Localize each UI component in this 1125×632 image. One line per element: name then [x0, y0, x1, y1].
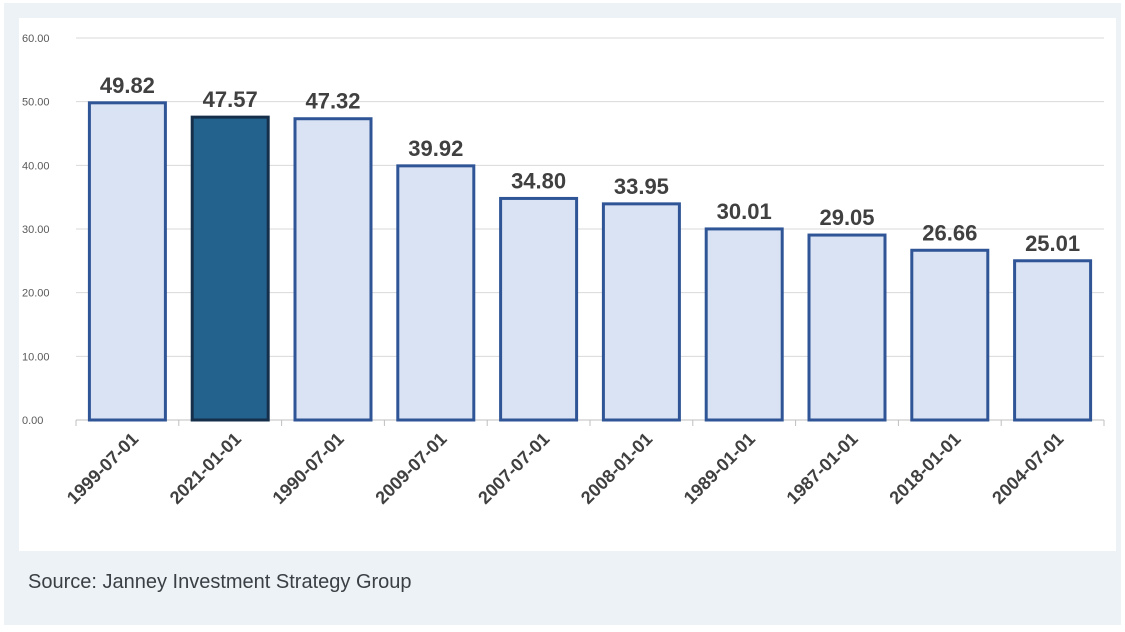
bar — [190, 115, 270, 422]
y-tick-label: 40.00 — [22, 160, 50, 172]
data-label: 30.01 — [717, 199, 772, 224]
data-label: 25.01 — [1025, 231, 1080, 256]
chart-frame: 0.00 10.00 20.00 30.00 40.00 50.00 60.00 49.82 1… — [4, 3, 1121, 625]
bar — [396, 164, 476, 422]
data-label: 29.05 — [819, 205, 874, 230]
bar — [87, 101, 167, 422]
x-category-label: 2008-01-01 — [577, 429, 656, 508]
bar — [704, 227, 784, 422]
y-tick-label: 50.00 — [22, 97, 50, 109]
data-label: 49.82 — [100, 73, 155, 98]
bar — [499, 196, 579, 422]
bar — [1013, 259, 1093, 422]
source-caption: Source: Janney Investment Strategy Group — [28, 571, 412, 593]
data-label: 26.66 — [922, 220, 977, 245]
x-category-label: 1990-07-01 — [269, 429, 348, 508]
y-tick-label: 0.00 — [22, 415, 43, 427]
y-tick-label: 10.00 — [22, 351, 50, 363]
x-category-label: 1999-07-01 — [63, 429, 142, 508]
x-category-label: 2021-01-01 — [166, 429, 245, 508]
chart-panel: 0.00 10.00 20.00 30.00 40.00 50.00 60.00 49.82 1… — [19, 18, 1116, 551]
x-category-label: 2004-07-01 — [988, 429, 1067, 508]
y-tick-label: 60.00 — [22, 33, 50, 45]
data-label: 33.95 — [614, 174, 669, 199]
data-label: 47.57 — [203, 87, 258, 112]
x-category-label: 1987-01-01 — [783, 429, 862, 508]
y-tick-label: 30.00 — [22, 224, 50, 236]
bar — [293, 117, 373, 422]
y-tick-label: 20.00 — [22, 288, 50, 300]
bar — [601, 202, 681, 422]
x-category-label: 2007-07-01 — [474, 429, 553, 508]
data-label: 34.80 — [511, 168, 566, 193]
x-category-label: 2009-07-01 — [371, 429, 450, 508]
data-label: 39.92 — [408, 136, 463, 161]
x-category-label: 2018-01-01 — [885, 429, 964, 508]
bar — [910, 248, 990, 422]
bar — [807, 233, 887, 422]
data-label: 47.32 — [305, 89, 360, 114]
bar-chart: 0.00 10.00 20.00 30.00 40.00 50.00 60.00 49.82 1… — [22, 33, 1105, 508]
x-category-label: 1989-01-01 — [680, 429, 759, 508]
